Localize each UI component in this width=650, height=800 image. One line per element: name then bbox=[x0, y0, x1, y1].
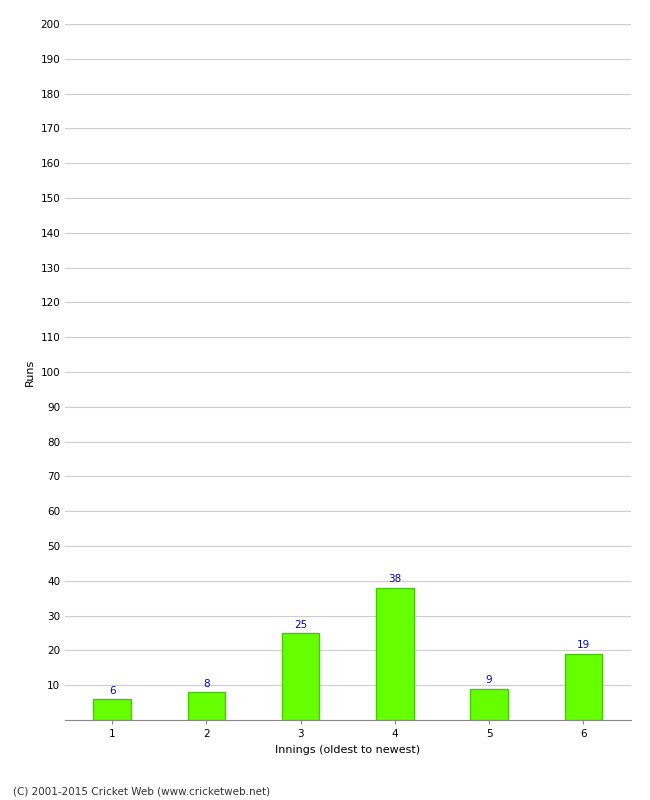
X-axis label: Innings (oldest to newest): Innings (oldest to newest) bbox=[275, 745, 421, 754]
Text: 25: 25 bbox=[294, 619, 307, 630]
Bar bbox=[94, 699, 131, 720]
Text: 19: 19 bbox=[577, 640, 590, 650]
Y-axis label: Runs: Runs bbox=[25, 358, 35, 386]
Bar bbox=[376, 588, 413, 720]
Bar bbox=[188, 692, 226, 720]
Text: 8: 8 bbox=[203, 678, 210, 689]
Text: 9: 9 bbox=[486, 675, 493, 685]
Text: 6: 6 bbox=[109, 686, 116, 696]
Text: (C) 2001-2015 Cricket Web (www.cricketweb.net): (C) 2001-2015 Cricket Web (www.cricketwe… bbox=[13, 786, 270, 796]
Bar bbox=[470, 689, 508, 720]
Bar bbox=[281, 633, 319, 720]
Text: 38: 38 bbox=[388, 574, 402, 584]
Bar bbox=[564, 654, 602, 720]
